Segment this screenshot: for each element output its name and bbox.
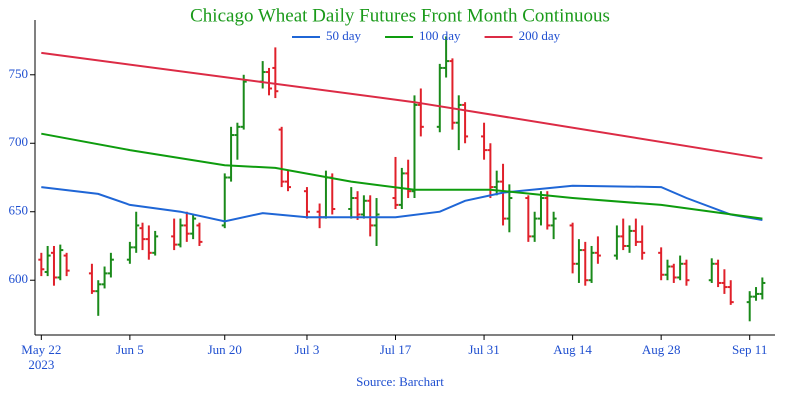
x-tick-label: Jul 31 [468,342,499,357]
x-tick-label: May 22 2023 [21,342,61,372]
ma-line [41,51,763,160]
x-tick-label: Sep 11 [732,342,767,357]
legend-label: 50 day [326,28,362,43]
y-tick-label: 650 [9,203,29,218]
x-tick-label: Jul 3 [295,342,320,357]
x-tick-label: Aug 28 [642,342,681,357]
x-tick-label: Jul 17 [380,342,412,357]
y-tick-label: 750 [9,66,29,81]
legend-label: 100 day [419,28,461,43]
y-tick-label: 600 [9,271,29,286]
chart-title: Chicago Wheat Daily Futures Front Month … [190,5,610,26]
legend-label: 200 day [519,28,561,43]
y-tick-label: 700 [9,134,29,149]
ma-line [41,132,763,220]
x-tick-label: Jun 5 [116,342,144,357]
source-note: Source: Barchart [356,374,444,389]
x-tick-label: Aug 14 [553,342,592,357]
ma-line [41,184,763,223]
x-tick-label: Jun 20 [208,342,242,357]
